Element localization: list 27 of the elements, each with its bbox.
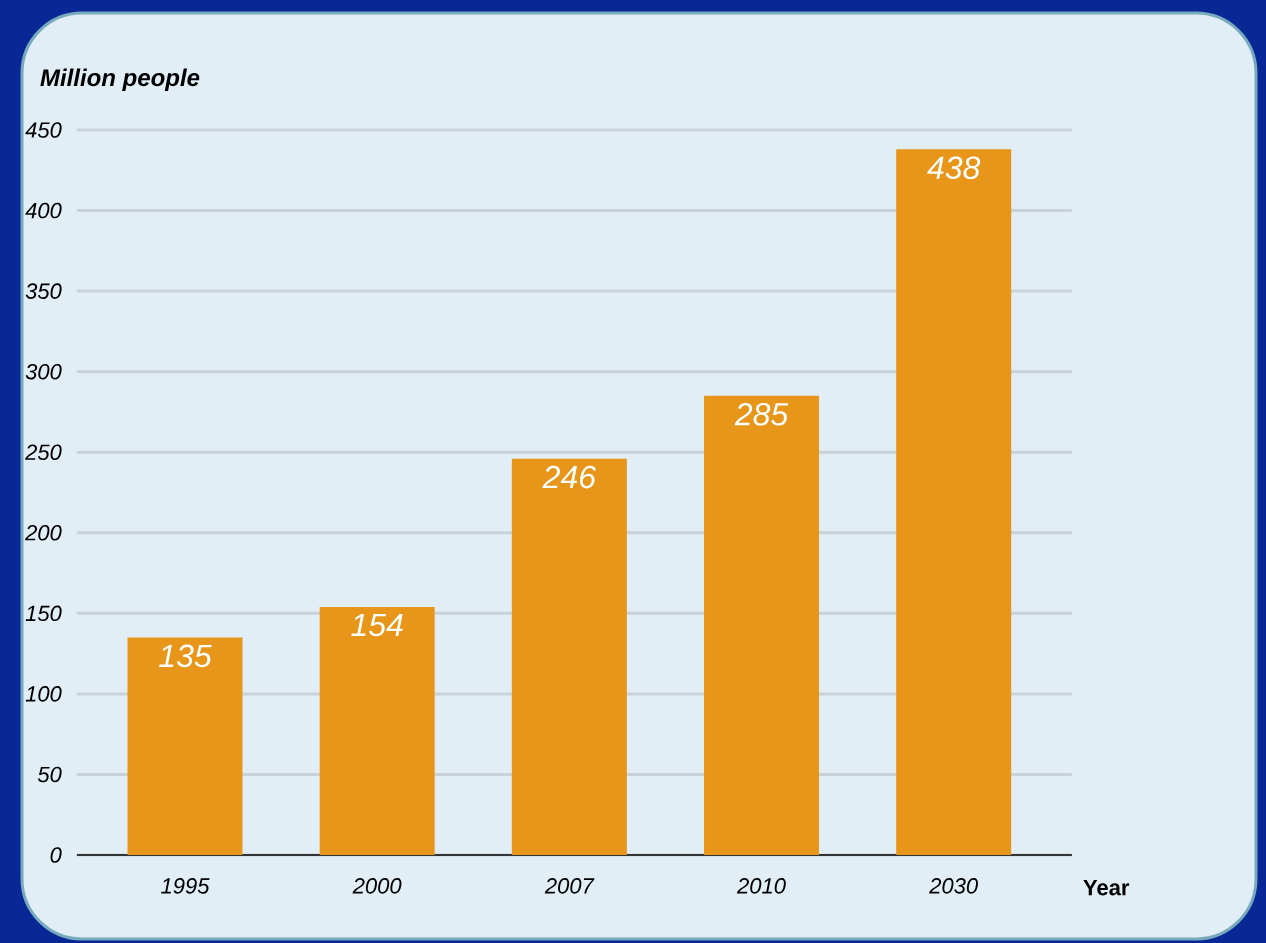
x-axis-title: Year <box>1083 880 1130 896</box>
y-tick-label: 400 <box>25 202 62 219</box>
y-tick-label: 100 <box>25 686 62 702</box>
x-tick-label: 2007 <box>544 878 595 894</box>
bar <box>511 458 627 855</box>
data-label: 154 <box>351 613 403 637</box>
bar <box>704 395 820 855</box>
y-axis-title: Million people <box>40 68 200 91</box>
y-tick-label: 0 <box>50 847 62 863</box>
y-tick-label: 350 <box>25 283 62 299</box>
y-tick-label: 150 <box>25 605 62 622</box>
y-tick-label: 450 <box>25 122 62 138</box>
bar <box>319 606 435 855</box>
y-tick-label: 200 <box>25 525 62 541</box>
bar <box>127 637 243 855</box>
y-tick-label: 250 <box>25 444 62 461</box>
data-label: 246 <box>542 465 597 489</box>
x-tick-label: 2000 <box>352 878 402 894</box>
x-tick-label: 2010 <box>736 878 786 894</box>
data-label: 135 <box>159 644 212 668</box>
y-tick-label: 300 <box>25 363 62 380</box>
data-label: 438 <box>927 156 981 180</box>
y-tick-label: 50 <box>37 766 62 783</box>
x-tick-label: 1995 <box>161 878 210 894</box>
x-tick-label: 2030 <box>929 878 978 894</box>
bar <box>896 149 1012 855</box>
data-label: 285 <box>734 402 789 426</box>
